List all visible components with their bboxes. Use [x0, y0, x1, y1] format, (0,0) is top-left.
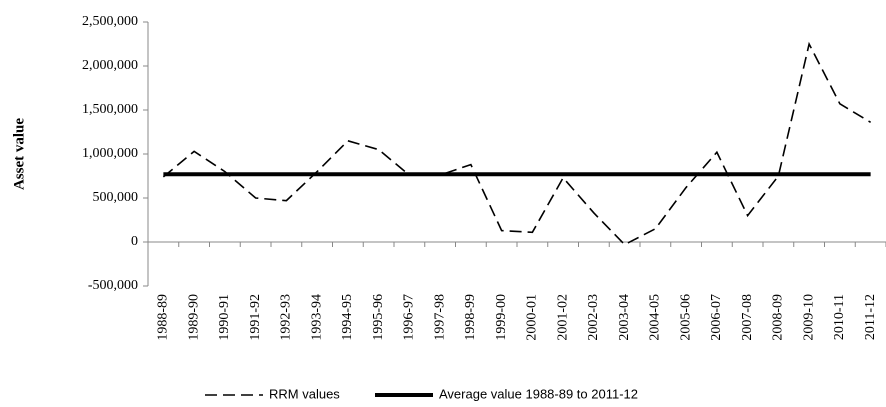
- x-tick-label: 1989-90: [186, 294, 201, 341]
- x-tick-label: 2007-08: [740, 294, 755, 341]
- x-tick-label: 1988-89: [156, 294, 171, 341]
- legend-label: RRM values: [269, 386, 340, 401]
- y-axis-label: Asset value: [11, 118, 27, 190]
- x-tick-label: 2010-11: [832, 294, 847, 340]
- y-tick-label: 1,500,000: [82, 102, 138, 117]
- x-tick-label: 1998-99: [463, 294, 478, 341]
- x-tick-label: 1997-98: [432, 294, 447, 341]
- x-tick-label: 2005-06: [678, 294, 693, 341]
- x-tick-label: 1992-93: [279, 294, 294, 341]
- x-tick-label: 2009-10: [801, 294, 816, 341]
- y-tick-label: 1,000,000: [82, 146, 138, 161]
- x-tick-label: 1995-96: [371, 294, 386, 341]
- x-tick-label: 1991-92: [248, 294, 263, 341]
- x-tick-label: 1999-00: [494, 294, 509, 341]
- x-tick-label: 2003-04: [617, 294, 632, 341]
- x-tick-label: 2006-07: [709, 294, 724, 341]
- x-tick-label: 2000-01: [525, 294, 540, 341]
- x-tick-label: 1990-91: [217, 294, 232, 341]
- x-tick-label: 2001-02: [555, 294, 570, 341]
- y-tick-label: -500,000: [88, 278, 138, 293]
- y-tick-label: 2,500,000: [82, 14, 138, 29]
- x-tick-label: 1994-95: [340, 294, 355, 341]
- x-tick-label: 1996-97: [402, 294, 417, 341]
- y-tick-label: 500,000: [93, 190, 139, 205]
- series-line: [162, 41, 872, 246]
- y-tick-label: 2,000,000: [82, 58, 138, 73]
- x-tick-label: 1993-94: [309, 294, 324, 341]
- x-tick-label: 2008-09: [771, 294, 786, 341]
- x-tick-label: 2004-05: [648, 294, 663, 341]
- y-tick-label: 0: [131, 234, 138, 249]
- legend-label: Average value 1988-89 to 2011-12: [439, 386, 638, 401]
- x-tick-label: 2002-03: [586, 294, 601, 341]
- x-tick-label: 2011-12: [863, 294, 878, 340]
